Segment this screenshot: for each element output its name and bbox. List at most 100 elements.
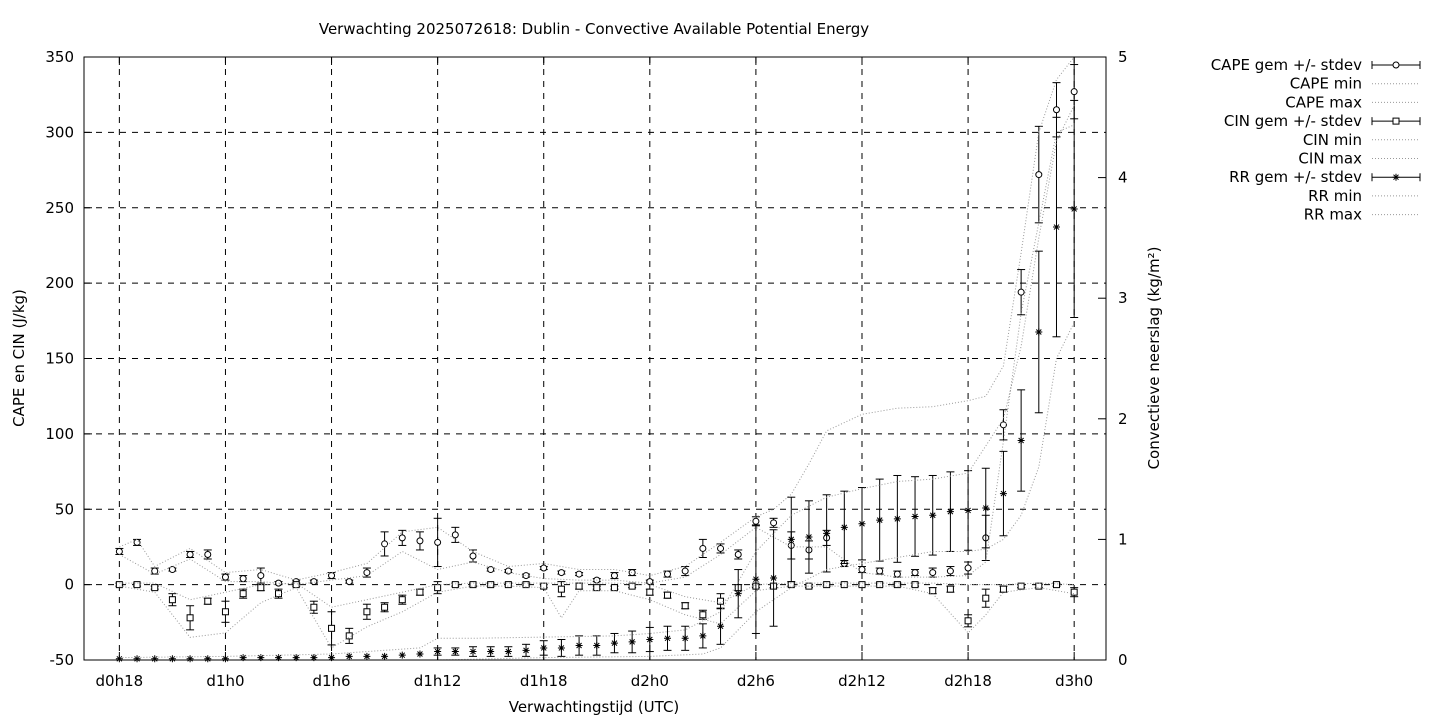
data-point: [540, 564, 548, 572]
data-point: [381, 540, 389, 548]
data-point: [681, 634, 689, 642]
data-point: [610, 584, 618, 592]
data-point: [964, 564, 972, 572]
data-point: [876, 567, 884, 575]
y-tick-label: 200: [45, 274, 74, 292]
data-point: [982, 594, 990, 602]
data-point: [115, 547, 123, 555]
data-point: [257, 572, 265, 580]
data-point: [823, 581, 831, 589]
data-point: [999, 421, 1007, 429]
series-rr-max: [119, 104, 1075, 659]
data-point: [840, 581, 848, 589]
data-point: [363, 608, 371, 616]
data-point: [663, 634, 671, 642]
data-point: [628, 569, 636, 577]
data-point: [522, 572, 530, 580]
data-point: [717, 622, 725, 630]
data-point: [487, 566, 495, 574]
data-point: [752, 517, 760, 525]
y-tick-label: 50: [55, 500, 74, 518]
data-point: [770, 574, 778, 582]
y-tick-label: 150: [45, 350, 74, 368]
data-point: [663, 591, 671, 599]
legend-label: CIN gem +/- stdev: [1224, 112, 1362, 130]
data-point: [628, 638, 636, 646]
series-rr-min: [119, 322, 1075, 661]
data-point: [504, 581, 512, 589]
data-point: [133, 538, 141, 546]
data-point: [911, 581, 919, 589]
data-point: [292, 654, 300, 662]
data-point: [699, 632, 707, 640]
data-point: [522, 646, 530, 654]
x-tick-label: d0h18: [96, 672, 144, 690]
legend-label: CAPE max: [1285, 93, 1362, 111]
data-point: [663, 570, 671, 578]
data-point: [1035, 328, 1043, 336]
data-point: [434, 538, 442, 546]
data-point: [310, 654, 318, 662]
data-point: [451, 581, 459, 589]
data-point: [168, 655, 176, 663]
legend-label: CAPE gem +/- stdev: [1211, 56, 1362, 74]
data-point: [858, 520, 866, 528]
axes: -50 0 50 100 150 200 250 300 350 0 1 2 3 4 5 d0h18 d1h0 d…: [45, 48, 1127, 690]
x-tick-label: d1h0: [206, 672, 244, 690]
data-point: [310, 603, 318, 611]
data-point: [929, 511, 937, 519]
data-point: [681, 567, 689, 575]
data-point: [840, 523, 848, 531]
series-rr-gem-stdev: [115, 99, 1079, 663]
y-tick-label: 250: [45, 199, 74, 217]
data-point: [504, 648, 512, 656]
data-point: [151, 567, 159, 575]
data-point: [1035, 171, 1043, 179]
data-point: [168, 566, 176, 574]
data-point: [929, 587, 937, 595]
y-axis-label: CAPE en CIN (J/kg): [10, 289, 28, 427]
data-point: [999, 490, 1007, 498]
data-point: [876, 516, 884, 524]
data-point: [381, 603, 389, 611]
data-point: [699, 611, 707, 619]
data-point: [946, 567, 954, 575]
data-point: [964, 506, 972, 514]
data-point: [557, 585, 565, 593]
data-point: [345, 578, 353, 586]
x-tick-label: d2h18: [944, 672, 992, 690]
data-point: [239, 654, 247, 662]
data-point: [204, 550, 212, 558]
data-point: [151, 584, 159, 592]
x-tick-label: d2h12: [838, 672, 886, 690]
data-point: [469, 581, 477, 589]
data-point: [239, 575, 247, 583]
data-point: [1070, 588, 1078, 596]
data-point: [133, 655, 141, 663]
data-point: [239, 590, 247, 598]
data-point: [469, 552, 477, 560]
data-point: [893, 581, 901, 589]
data-point: [787, 535, 795, 543]
data-point: [1052, 581, 1060, 589]
data-point: [274, 590, 282, 598]
x-tick-label: d3h0: [1055, 672, 1093, 690]
data-point: [1017, 437, 1025, 445]
chart-title: Verwachting 2025072618: Dublin - Convect…: [319, 20, 869, 38]
y2-tick-label: 3: [1118, 289, 1128, 307]
x-axis-label: Verwachtingstijd (UTC): [509, 698, 680, 716]
data-point: [540, 644, 548, 652]
data-point: [893, 515, 901, 523]
data-point: [398, 651, 406, 659]
data-point: [823, 529, 831, 537]
data-point: [434, 648, 442, 656]
legend-marker: [1392, 173, 1400, 181]
y-tick-label: 350: [45, 48, 74, 66]
y2-tick-label: 2: [1118, 410, 1128, 428]
data-point: [557, 569, 565, 577]
series-line: [119, 582, 1075, 608]
data-point: [982, 504, 990, 512]
legend-label: CIN max: [1298, 150, 1362, 168]
